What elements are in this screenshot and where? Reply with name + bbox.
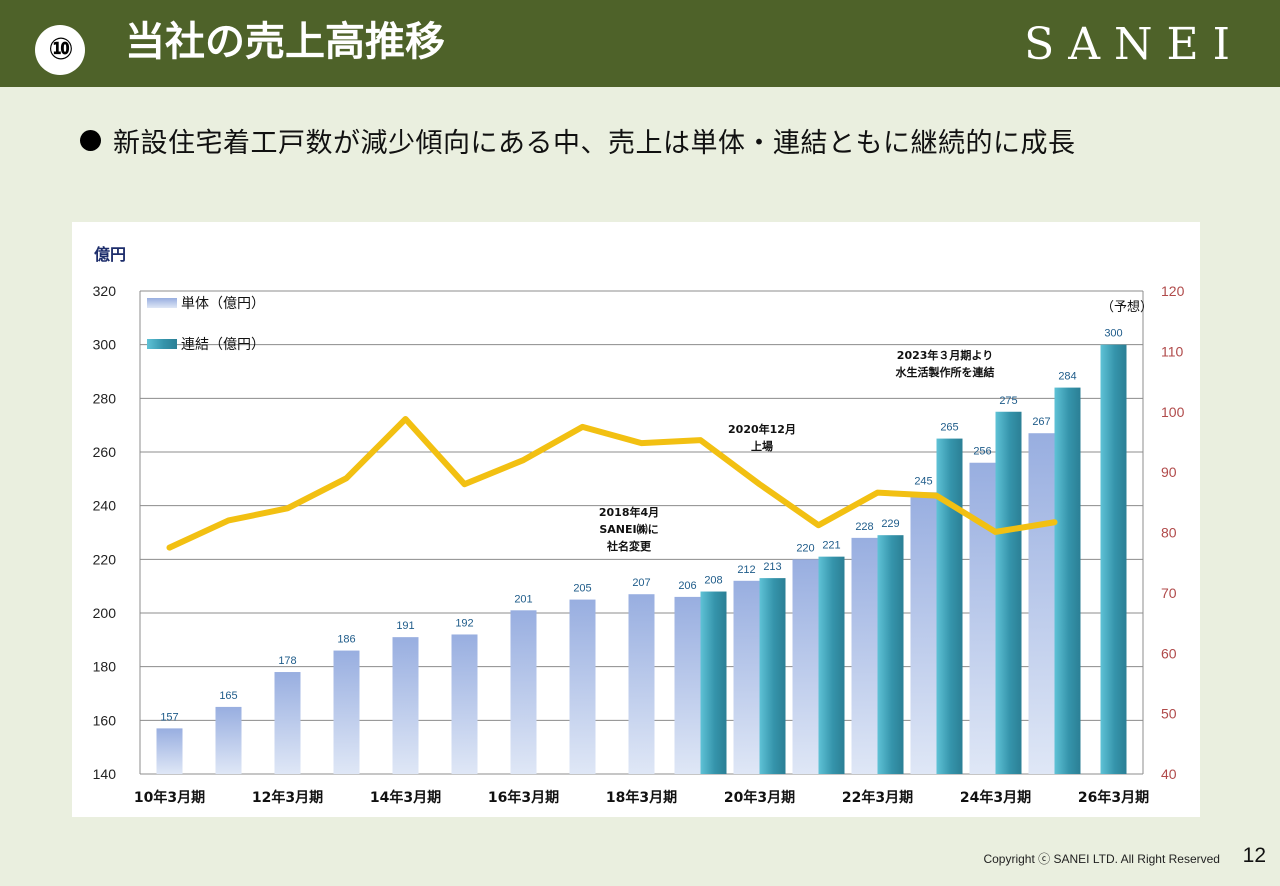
data-label-tantai: 207 xyxy=(632,577,650,589)
y-tick-label: 140 xyxy=(93,766,117,782)
x-tick-label: 12年3月期 xyxy=(252,789,323,806)
y2-tick-label: 120 xyxy=(1161,283,1185,299)
data-label-tantai: 192 xyxy=(455,617,473,629)
y2-tick-label: 50 xyxy=(1161,706,1177,722)
bullet-text: 新設住宅着工戸数が減少傾向にある中、売上は単体・連結ともに継続的に成長 xyxy=(113,127,1076,159)
x-tick-label: 18年3月期 xyxy=(606,789,677,806)
bar-tantai xyxy=(851,537,878,774)
data-label-renketsu: 213 xyxy=(763,561,781,573)
data-label-tantai: 220 xyxy=(796,542,814,554)
annotation-forecast: （予想） xyxy=(1101,299,1153,315)
y2-tick-label: 70 xyxy=(1161,585,1177,601)
brand-logo: SANEI xyxy=(1024,19,1244,70)
bar-renketsu xyxy=(818,556,845,774)
page-number: 12 xyxy=(1242,844,1266,867)
y-tick-label: 180 xyxy=(93,659,117,675)
copyright-text: Copyright ⓒ SANEI LTD. All Right Reserve… xyxy=(983,852,1220,866)
x-tick-label: 22年3月期 xyxy=(842,789,913,806)
annotation-rename: 2018年4月 SANEI㈱に社名変更 xyxy=(599,505,659,553)
x-tick-label: 24年3月期 xyxy=(960,789,1031,806)
y-tick-label: 160 xyxy=(93,712,117,728)
data-label-renketsu: 300 xyxy=(1104,328,1122,340)
bar-tantai xyxy=(733,580,760,774)
bar-tantai xyxy=(392,637,419,774)
legend-label-tantai: 単体（億円） xyxy=(181,296,265,312)
data-label-tantai: 191 xyxy=(396,620,414,632)
y-tick-label: 200 xyxy=(93,605,117,621)
y-axis-unit: 億円 xyxy=(94,245,126,264)
chart-panel: 157 165 178 186 191 192 201 205 207 206 208 212 213 2… xyxy=(72,222,1200,817)
bar-tantai xyxy=(156,728,183,774)
bar-renketsu xyxy=(877,535,904,774)
bar-renketsu xyxy=(995,411,1022,774)
section-number-badge: ⑩ xyxy=(35,25,85,75)
y2-tick-label: 100 xyxy=(1161,404,1185,420)
y2-tick-label: 40 xyxy=(1161,766,1177,782)
x-tick-label: 14年3月期 xyxy=(370,789,441,806)
bar-renketsu xyxy=(1054,387,1081,774)
data-label-renketsu: 221 xyxy=(822,540,840,552)
bar-tantai xyxy=(792,559,819,774)
y2-tick-label: 60 xyxy=(1161,645,1177,661)
y-tick-label: 280 xyxy=(93,390,117,406)
data-label-tantai: 201 xyxy=(514,593,532,605)
data-label-tantai: 165 xyxy=(219,690,237,702)
y-tick-label: 260 xyxy=(93,444,117,460)
legend-label-renketsu: 連結（億円） xyxy=(181,337,265,353)
data-label-renketsu: 208 xyxy=(704,575,722,587)
y-tick-label: 320 xyxy=(93,283,117,299)
data-label-renketsu: 265 xyxy=(940,422,958,434)
bar-tantai xyxy=(569,599,596,774)
y2-tick-label: 80 xyxy=(1161,525,1177,541)
data-label-tantai: 212 xyxy=(737,564,755,576)
bar-renketsu xyxy=(1100,344,1127,774)
legend-swatch-renketsu xyxy=(147,339,177,349)
bullet-point: 新設住宅着工戸数が減少傾向にある中、売上は単体・連結ともに継続的に成長 xyxy=(80,120,1076,160)
bar-tantai xyxy=(215,706,242,774)
page-title: 当社の売上高推移 xyxy=(125,19,445,65)
legend-swatch-tantai xyxy=(147,298,177,308)
data-label-tantai: 205 xyxy=(573,583,591,595)
bar-renketsu xyxy=(759,578,786,774)
data-label-tantai: 256 xyxy=(973,446,991,458)
bar-tantai xyxy=(1028,433,1055,774)
y-tick-label: 240 xyxy=(93,498,117,514)
bar-tantai xyxy=(674,596,701,774)
data-label-tantai: 228 xyxy=(855,521,873,533)
x-tick-label: 20年3月期 xyxy=(724,789,795,806)
bar-tantai xyxy=(333,650,360,774)
data-label-tantai: 186 xyxy=(337,634,355,646)
bar-renketsu xyxy=(936,438,963,774)
y2-tick-label: 90 xyxy=(1161,464,1177,480)
data-label-tantai: 178 xyxy=(278,655,296,667)
data-label-tantai: 267 xyxy=(1032,416,1050,428)
line-series xyxy=(166,415,1058,551)
y2-tick-label: 110 xyxy=(1161,343,1184,359)
data-label-renketsu: 229 xyxy=(881,518,899,530)
data-label-tantai: 157 xyxy=(160,711,178,723)
sales-chart: 157 165 178 186 191 192 201 205 207 206 208 212 213 2… xyxy=(93,245,1185,806)
data-label-renketsu: 275 xyxy=(999,395,1017,407)
bullet-dot-icon xyxy=(80,129,101,151)
bar-tantai xyxy=(628,594,655,774)
x-tick-label: 10年3月期 xyxy=(134,789,205,806)
data-label-tantai: 245 xyxy=(914,475,932,487)
bar-tantai xyxy=(274,672,301,774)
x-tick-label: 26年3月期 xyxy=(1078,789,1149,806)
header-bar: ⑩ 当社の売上高推移 SANEI xyxy=(0,0,1280,87)
data-label-renketsu: 284 xyxy=(1058,371,1076,383)
bar-tantai xyxy=(451,634,478,774)
annotation-consolidation: 2023年３月期より水生活製作所を連結 xyxy=(896,348,995,379)
data-label-tantai: 206 xyxy=(678,580,696,592)
bar-tantai xyxy=(910,492,937,774)
bar-renketsu xyxy=(700,591,727,774)
x-tick-label: 16年3月期 xyxy=(488,789,559,806)
annotation-listing: 2020年12月上場 xyxy=(728,422,796,453)
bar-tantai xyxy=(510,610,537,774)
y-tick-label: 300 xyxy=(93,337,117,353)
y-tick-label: 220 xyxy=(93,551,117,567)
bar-tantai xyxy=(969,462,996,774)
